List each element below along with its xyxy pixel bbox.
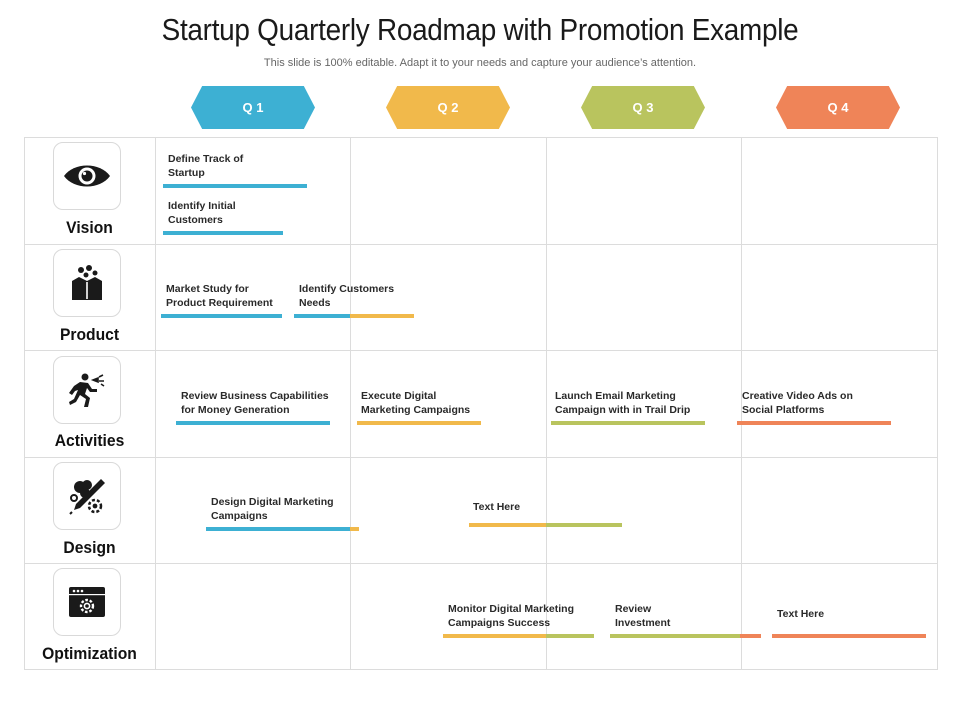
eye-icon — [64, 165, 110, 187]
task-bar-segment — [737, 421, 891, 425]
task-bar-segment — [294, 314, 351, 318]
vision-icon-tile — [53, 142, 121, 210]
row-label-product: Product — [59, 325, 120, 344]
task-bar-segment — [161, 314, 282, 318]
task-bar-segment — [610, 634, 740, 638]
quarter-q1-header: Q 1 — [191, 86, 315, 129]
task-bar — [176, 421, 330, 425]
task-bar — [163, 231, 283, 235]
quarter-q2-header: Q 2 — [386, 86, 510, 129]
task-bar — [551, 421, 705, 425]
task-bar-segment — [772, 634, 926, 638]
product-icon-tile — [53, 249, 121, 317]
task-bar-segment — [443, 634, 546, 638]
task-label: Market Study for Product Requirement — [166, 283, 273, 309]
task-label: Monitor Digital Marketing Campaigns Succ… — [448, 603, 574, 629]
task-bar — [161, 314, 282, 318]
task-bar — [294, 314, 414, 318]
page-title: Startup Quarterly Roadmap with Promotion… — [161, 12, 799, 47]
task-bar-segment — [739, 634, 761, 638]
row-label-activities: Activities — [54, 431, 125, 450]
task-bar — [163, 184, 307, 188]
task-bar — [469, 523, 622, 527]
activities-icon-tile — [53, 356, 121, 424]
task-bar-segment — [469, 523, 546, 527]
task-label: Text Here — [473, 501, 521, 513]
task-bar-segment — [163, 184, 307, 188]
row-label-vision: Vision — [66, 218, 113, 237]
task-label: Launch Email Marketing Campaign with in … — [555, 390, 691, 416]
task-label: Design Digital Marketing Campaigns — [211, 496, 334, 522]
task-label: Identify Customers Needs — [299, 283, 395, 309]
task-label: Text Here — [777, 608, 825, 620]
task-label: Creative Video Ads on Social Platforms — [742, 390, 853, 416]
product-box-icon — [72, 265, 102, 300]
task-bar-segment — [350, 314, 414, 318]
optimization-icon-tile — [53, 568, 121, 636]
task-bar-segment — [545, 634, 594, 638]
task-bar-segment — [349, 527, 359, 531]
task-bar-segment — [551, 421, 705, 425]
task-bar-segment — [206, 527, 350, 531]
task-bar — [772, 634, 926, 638]
task-bar — [610, 634, 761, 638]
task-label: Define Track of Startup — [168, 153, 244, 179]
task-label: Review Investment — [615, 603, 671, 629]
row-label-optimization: Optimization — [42, 644, 137, 663]
grid-divider — [24, 457, 938, 458]
design-icon-tile — [53, 462, 121, 530]
grid-divider — [546, 137, 547, 670]
task-bar — [357, 421, 481, 425]
task-label: Review Business Capabilities for Money G… — [181, 390, 329, 416]
grid-divider — [741, 137, 742, 670]
roadmap-grid — [24, 137, 938, 670]
task-label: Execute Digital Marketing Campaigns — [361, 390, 471, 416]
grid-divider — [350, 137, 351, 670]
task-bar-segment — [357, 421, 481, 425]
grid-divider — [24, 350, 938, 351]
design-tools-icon — [69, 479, 105, 515]
task-bar-segment — [545, 523, 622, 527]
grid-divider — [24, 244, 938, 245]
grid-divider — [24, 563, 938, 564]
task-bar — [206, 527, 359, 531]
task-bar-segment — [176, 421, 330, 425]
quarter-q4-header: Q 4 — [776, 86, 900, 129]
grid-divider — [155, 137, 156, 670]
task-bar-segment — [163, 231, 283, 235]
page-subtitle: This slide is 100% editable. Adapt it to… — [263, 57, 697, 69]
task-bar — [737, 421, 891, 425]
task-bar — [443, 634, 594, 638]
quarter-q3-header: Q 3 — [581, 86, 705, 129]
task-label: Identify Initial Customers — [168, 200, 236, 226]
running-person-icon — [69, 373, 105, 407]
browser-settings-icon — [69, 587, 105, 617]
row-label-design: Design — [63, 538, 116, 557]
